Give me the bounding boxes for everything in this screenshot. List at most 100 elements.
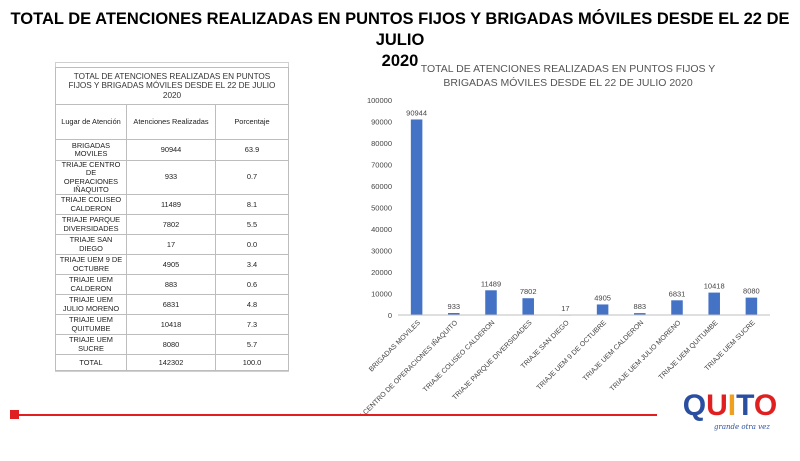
- header-attentions: Atenciones Realizadas: [126, 104, 216, 140]
- total-value: 142302: [126, 354, 216, 372]
- table-row: TRIAJE UEM SUCRE 8080 5.7: [55, 334, 289, 356]
- place-line: TRIAJE UEM: [69, 335, 113, 345]
- category-label: TRIAJE COLISEO CALDERON: [422, 319, 496, 393]
- row-place: TRIAJE CENTRO DE OPERACIONES IÑAQUITO: [55, 159, 127, 196]
- place-line: SUCRE: [78, 343, 104, 353]
- bars: 90944 933 11489 7802 17 4905 883 6831 10418 8080: [406, 108, 760, 316]
- row-place: TRIAJE COLISEO CALDERON: [55, 194, 127, 216]
- bar: [448, 312, 460, 315]
- place-line: TRIAJE UEM: [69, 275, 113, 285]
- y-tick-label: 20000: [371, 268, 392, 277]
- row-value: 90944: [126, 139, 216, 161]
- category-label: TRIAJE CENTRO DE OPERACIONES IÑAQUITO: [342, 318, 459, 415]
- table-row: TRIAJE UEM QUITUMBE 10418 7.3: [55, 314, 289, 336]
- row-place: TRIAJE PARQUE DIVERSIDADES: [55, 214, 127, 236]
- category-label: TRIAJE UEM 9 DE OCTUBRE: [536, 319, 609, 392]
- header-place: Lugar de Atención: [55, 104, 127, 140]
- row-value: 11489: [126, 194, 216, 216]
- row-pct: 5.7: [215, 334, 289, 356]
- place-line: OCTUBRE: [72, 263, 110, 273]
- category-label: TRIAJE PARQUE DIVERSIDADES: [451, 319, 533, 401]
- quito-logo: QUITO grande otra vez: [683, 389, 778, 431]
- row-value: 7802: [126, 214, 216, 236]
- y-axis: 0 10000 20000 30000 40000 50000 60000 70000 8000…: [367, 96, 392, 320]
- place-line: TRIAJE UEM: [69, 295, 113, 305]
- category-label: TRIAJE UEM JULIO MORENO: [609, 319, 683, 393]
- table-row: TRIAJE CENTRO DE OPERACIONES IÑAQUITO 933 0…: [55, 159, 289, 196]
- bar: [485, 290, 497, 315]
- data-label: 4905: [594, 293, 611, 302]
- y-tick-label: 60000: [371, 182, 392, 191]
- page-title-line-1: TOTAL DE ATENCIONES REALIZADAS EN PUNTOS…: [10, 10, 790, 49]
- table-caption-line-2: FIJOS Y BRIGADAS MÓVILES DESDE EL 22 DE …: [68, 81, 276, 91]
- place-line: DE: [85, 168, 97, 178]
- y-tick-label: 0: [388, 311, 392, 320]
- page-title: TOTAL DE ATENCIONES REALIZADAS EN PUNTOS…: [6, 9, 794, 72]
- place-line: JULIO MORENO: [62, 303, 120, 313]
- row-pct: 0.0: [215, 234, 289, 256]
- accent-square: [10, 410, 19, 419]
- data-label: 7802: [520, 287, 537, 296]
- row-pct: 5.5: [215, 214, 289, 236]
- bar: [410, 119, 423, 315]
- place-line: TRIAJE COLISEO: [60, 195, 122, 205]
- place-line: TRIAJE SAN: [69, 235, 113, 245]
- table-row: TRIAJE UEM 9 DE OCTUBRE 4905 3.4: [55, 254, 289, 276]
- row-pct: 63.9: [215, 139, 289, 161]
- place-line: QUITUMBE: [71, 323, 111, 333]
- table-caption-line-3: 2020: [162, 90, 182, 100]
- accent-line: [17, 414, 657, 416]
- y-tick-label: 70000: [371, 161, 392, 170]
- y-tick-label: 90000: [371, 118, 392, 127]
- place-line: BRIGADAS: [71, 140, 111, 150]
- row-pct: 0.6: [215, 274, 289, 296]
- row-place: BRIGADAS MOVILES: [55, 139, 127, 161]
- row-value: 10418: [126, 314, 216, 336]
- row-pct: 7.3: [215, 314, 289, 336]
- place-line: MOVILES: [74, 149, 108, 158]
- place-line: TRIAJE CENTRO: [61, 160, 121, 169]
- row-pct: 0.7: [215, 159, 289, 196]
- place-line: TRIAJE UEM 9 DE: [59, 255, 123, 265]
- attention-table: TOTAL DE ATENCIONES REALIZADAS EN PUNTOS…: [55, 67, 289, 372]
- y-tick-label: 10000: [371, 290, 392, 299]
- place-line: DIVERSIDADES: [63, 223, 119, 233]
- data-label: 10418: [704, 282, 725, 291]
- row-place: TRIAJE UEM CALDERON: [55, 274, 127, 296]
- row-place: TRIAJE UEM 9 DE OCTUBRE: [55, 254, 127, 276]
- data-label: 883: [634, 302, 647, 311]
- place-line: TRIAJE UEM: [69, 315, 113, 325]
- data-label: 933: [448, 302, 461, 311]
- data-label: 8080: [743, 287, 760, 296]
- logo-wordmark: QUITO: [683, 389, 778, 422]
- table-row: BRIGADAS MOVILES 90944 63.9: [55, 139, 289, 161]
- place-line: OPERACIONES: [63, 176, 119, 186]
- bar: [596, 304, 609, 315]
- chart-title-line-1: TOTAL DE ATENCIONES REALIZADAS EN PUNTOS…: [421, 63, 715, 75]
- y-tick-label: 80000: [371, 139, 392, 148]
- row-place: TRIAJE UEM JULIO MORENO: [55, 294, 127, 316]
- row-place: TRIAJE UEM SUCRE: [55, 334, 127, 356]
- table-row: TRIAJE UEM CALDERON 883 0.6: [55, 274, 289, 296]
- place-line: DIEGO: [79, 243, 103, 253]
- table-row: TRIAJE PARQUE DIVERSIDADES 7802 5.5: [55, 214, 289, 236]
- place-line: CALDERON: [70, 203, 112, 213]
- row-value: 17: [126, 234, 216, 256]
- row-value: 8080: [126, 334, 216, 356]
- bar: [708, 292, 720, 315]
- y-tick-label: 40000: [371, 225, 392, 234]
- page-title-line-2: 2020: [381, 52, 419, 70]
- data-label: 11489: [481, 279, 501, 288]
- y-tick-label: 100000: [367, 96, 392, 105]
- bar: [634, 313, 646, 315]
- total-pct: 100.0: [215, 354, 289, 372]
- row-place: TRIAJE UEM QUITUMBE: [55, 314, 127, 336]
- data-label: 90944: [406, 108, 427, 117]
- table-row: TRIAJE SAN DIEGO 17 0.0: [55, 234, 289, 256]
- table-row: TRIAJE COLISEO CALDERON 11489 8.1: [55, 194, 289, 216]
- bar: [745, 297, 758, 315]
- row-value: 6831: [126, 294, 216, 316]
- logo-tagline: grande otra vez: [714, 423, 770, 431]
- table-total-row: TOTAL 142302 100.0: [55, 354, 289, 372]
- bar: [522, 298, 534, 315]
